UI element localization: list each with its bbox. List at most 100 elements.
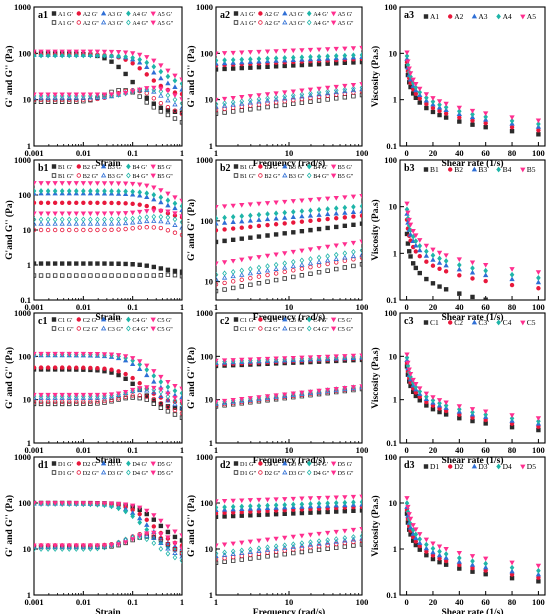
data-point xyxy=(509,267,515,272)
legend-marker xyxy=(448,167,453,172)
legend-marker xyxy=(51,326,57,331)
data-point xyxy=(404,496,410,501)
data-point xyxy=(291,550,296,556)
data-point xyxy=(316,270,322,275)
data-point xyxy=(95,401,100,406)
legend-marker xyxy=(282,469,288,475)
data-point xyxy=(264,356,271,362)
data-point xyxy=(66,92,72,98)
data-point xyxy=(137,511,142,517)
legend-label: B2 G'' xyxy=(83,173,98,180)
data-point xyxy=(483,409,489,415)
y-tick-label: 100 xyxy=(18,498,31,508)
data-point xyxy=(430,247,436,253)
data-point xyxy=(88,227,93,233)
data-point xyxy=(179,219,182,225)
data-point xyxy=(221,96,228,102)
data-point xyxy=(151,185,157,191)
data-point xyxy=(342,91,348,96)
data-point xyxy=(299,549,305,555)
data-point xyxy=(45,220,51,226)
data-point xyxy=(470,409,475,416)
data-point xyxy=(45,365,51,370)
data-point xyxy=(108,211,115,217)
data-point xyxy=(81,399,86,404)
data-point xyxy=(172,200,178,207)
data-point xyxy=(101,543,108,549)
data-point xyxy=(404,354,410,361)
data-point xyxy=(151,535,157,541)
data-point xyxy=(172,529,178,535)
data-point xyxy=(247,549,254,554)
data-point xyxy=(52,392,58,398)
data-point xyxy=(247,256,254,262)
data-point xyxy=(137,182,143,188)
data-point xyxy=(265,544,270,551)
data-point xyxy=(172,211,178,217)
series-c2-g- xyxy=(34,365,182,405)
data-point xyxy=(34,392,37,398)
data-point xyxy=(95,399,100,404)
data-point xyxy=(264,97,271,103)
data-point xyxy=(307,212,314,218)
legend-marker xyxy=(306,10,312,17)
data-point xyxy=(282,199,288,205)
data-point xyxy=(273,252,279,258)
series-b1 xyxy=(404,231,488,300)
data-point xyxy=(94,543,101,549)
data-point xyxy=(144,273,149,278)
data-point xyxy=(165,404,171,410)
data-point xyxy=(407,71,414,76)
data-point xyxy=(239,271,245,277)
data-point xyxy=(265,104,270,110)
data-point xyxy=(247,217,254,223)
data-point xyxy=(95,200,100,205)
data-point xyxy=(108,49,115,55)
data-point xyxy=(38,401,44,407)
data-point xyxy=(151,517,157,522)
data-point xyxy=(407,524,414,530)
data-point xyxy=(307,260,314,266)
data-point xyxy=(417,547,422,552)
data-point xyxy=(179,214,182,219)
data-point xyxy=(350,527,357,533)
data-point xyxy=(248,556,253,561)
legend-label: D1 G' xyxy=(58,461,73,468)
data-point xyxy=(45,92,51,98)
data-point xyxy=(95,93,100,99)
data-point xyxy=(144,263,149,268)
data-point xyxy=(101,352,108,357)
data-point xyxy=(410,233,416,240)
data-point xyxy=(282,501,288,508)
legend-label: D2 G' xyxy=(83,461,98,468)
data-point xyxy=(38,544,44,549)
data-point xyxy=(536,286,541,291)
y-axis-label: G' and G'' (Pa) xyxy=(4,495,15,557)
data-point xyxy=(359,384,362,389)
data-point xyxy=(222,270,227,277)
data-point xyxy=(179,404,182,410)
series-b1-g- xyxy=(34,261,182,274)
data-point xyxy=(115,501,122,507)
legend-marker xyxy=(520,14,526,20)
data-point xyxy=(34,399,37,404)
data-point xyxy=(151,101,157,106)
data-point xyxy=(333,87,339,94)
data-point xyxy=(413,531,419,538)
series-d2-g- xyxy=(216,538,362,562)
data-point xyxy=(247,498,254,503)
data-point xyxy=(144,394,149,399)
legend-label: A1 G' xyxy=(240,11,255,18)
data-point xyxy=(158,88,164,95)
data-point xyxy=(404,352,410,358)
data-point xyxy=(483,556,489,562)
data-point xyxy=(230,237,236,242)
data-point xyxy=(158,109,164,114)
data-point xyxy=(316,212,322,217)
data-point xyxy=(222,280,227,286)
data-point xyxy=(424,393,429,400)
data-point xyxy=(282,215,288,220)
legend-marker xyxy=(258,317,263,322)
data-point xyxy=(406,66,412,72)
data-point xyxy=(137,380,142,386)
